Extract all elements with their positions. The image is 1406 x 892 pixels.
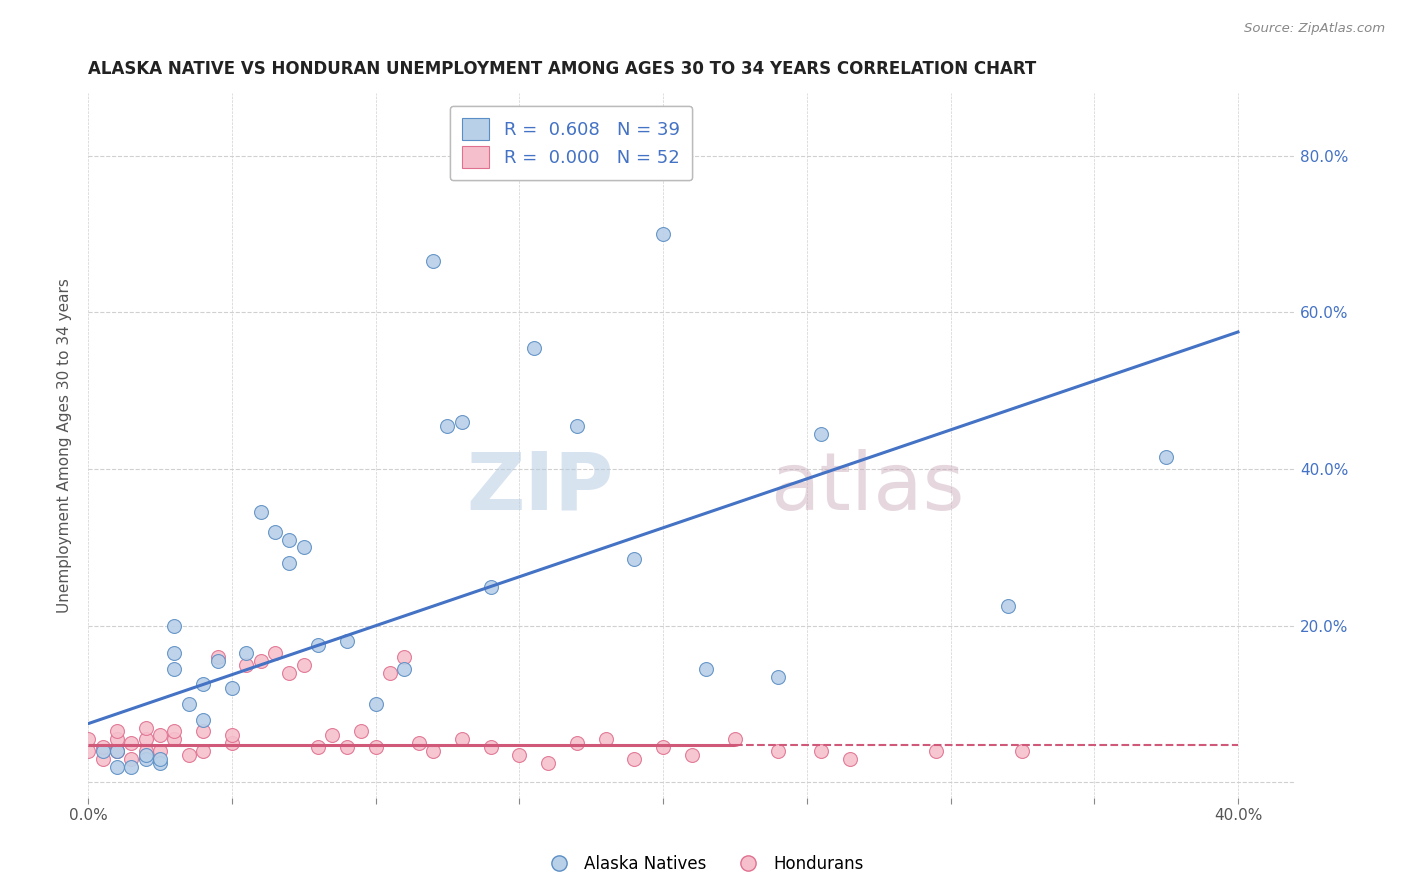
Point [595,732,617,747]
Point [235,646,257,660]
Point [191,744,214,758]
Point [810,426,832,441]
Point [191,677,214,691]
Point [321,728,343,742]
Point [135,744,157,758]
Point [264,524,287,539]
Y-axis label: Unemployment Among Ages 30 to 34 years: Unemployment Among Ages 30 to 34 years [58,278,72,613]
Point [1154,450,1177,465]
Point [120,736,142,750]
Point [422,744,444,758]
Point [479,580,502,594]
Point [394,650,416,665]
Point [364,740,387,755]
Point [191,713,214,727]
Point [177,747,200,762]
Point [135,721,157,735]
Point [163,662,186,676]
Point [149,728,172,742]
Point [91,744,114,758]
Point [149,752,172,766]
Point [163,724,186,739]
Point [221,681,243,696]
Point [724,732,747,747]
Point [91,752,114,766]
Point [77,744,100,758]
Point [695,662,717,676]
Point [163,618,186,632]
Point [364,697,387,711]
Point [264,646,287,660]
Point [508,747,530,762]
Point [221,736,243,750]
Point [105,744,128,758]
Point [681,747,703,762]
Point [336,740,359,755]
Point [235,657,257,672]
Point [278,665,301,680]
Point [105,744,128,758]
Point [105,760,128,774]
Point [120,760,142,774]
Point [135,752,157,766]
Point [450,415,472,429]
Point [766,744,789,758]
Point [307,740,329,755]
Point [350,724,373,739]
Text: ALASKA NATIVE VS HONDURAN UNEMPLOYMENT AMONG AGES 30 TO 34 YEARS CORRELATION CHA: ALASKA NATIVE VS HONDURAN UNEMPLOYMENT A… [89,60,1036,78]
Point [120,752,142,766]
Point [105,724,128,739]
Point [1011,744,1033,758]
Point [394,662,416,676]
Point [925,744,948,758]
Point [91,740,114,755]
Point [249,654,271,668]
Point [105,744,128,758]
Point [221,728,243,742]
Point [177,697,200,711]
Point [652,740,675,755]
Point [810,744,832,758]
Point [149,744,172,758]
Point [191,724,214,739]
Point [565,419,588,434]
Point [766,670,789,684]
Legend: Alaska Natives, Hondurans: Alaska Natives, Hondurans [536,848,870,880]
Point [565,736,588,750]
Text: atlas: atlas [770,449,965,527]
Point [336,634,359,648]
Point [408,736,430,750]
Point [422,254,444,268]
Point [278,533,301,547]
Legend: R =  0.608   N = 39, R =  0.000   N = 52: R = 0.608 N = 39, R = 0.000 N = 52 [450,105,693,180]
Point [997,599,1019,614]
Point [135,747,157,762]
Point [292,657,315,672]
Point [378,665,401,680]
Point [278,556,301,570]
Point [135,732,157,747]
Point [479,740,502,755]
Text: Source: ZipAtlas.com: Source: ZipAtlas.com [1244,22,1385,36]
Point [105,732,128,747]
Point [207,650,229,665]
Point [537,756,560,770]
Point [249,505,271,519]
Point [623,552,645,566]
Point [149,756,172,770]
Point [450,732,472,747]
Point [163,646,186,660]
Point [652,227,675,241]
Point [207,654,229,668]
Point [292,541,315,555]
Point [307,638,329,652]
Text: ZIP: ZIP [465,449,613,527]
Point [163,732,186,747]
Point [523,341,546,355]
Point [838,752,860,766]
Point [436,419,458,434]
Point [77,732,100,747]
Point [623,752,645,766]
